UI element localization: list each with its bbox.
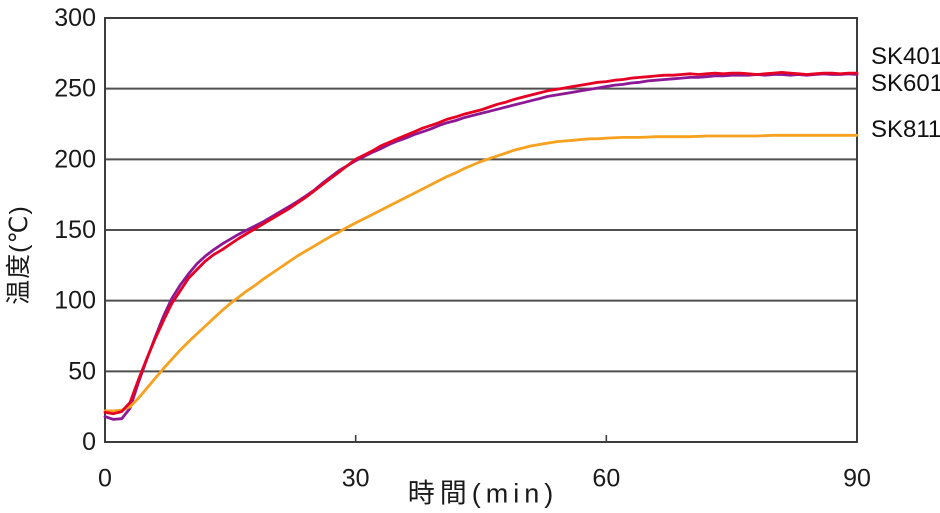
y-tick-label-100: 100 <box>54 287 96 315</box>
legend-label-sk401: SK401 <box>871 43 940 70</box>
legend-label-sk601: SK601 <box>871 70 940 97</box>
y-axis-title: 温度(℃) <box>5 205 33 305</box>
series-line-sk601 <box>103 72 859 421</box>
x-tick-label-0: 0 <box>98 465 112 493</box>
x-tick-label-30: 30 <box>342 465 370 493</box>
x-tick-label-60: 60 <box>592 465 620 493</box>
y-tick-label-300: 300 <box>54 4 96 32</box>
y-tick-label-50: 50 <box>68 357 96 385</box>
y-tick-label-200: 200 <box>54 145 96 173</box>
x-tick-label-90: 90 <box>843 465 871 493</box>
legend-label-sk811: SK811 <box>871 116 940 143</box>
plot-border <box>104 17 858 443</box>
series-line-sk401 <box>103 71 859 416</box>
y-tick-label-250: 250 <box>54 75 96 103</box>
x-axis-title: 時間(min) <box>407 478 559 509</box>
y-tick-label-150: 150 <box>54 216 96 244</box>
y-tick-label-0: 0 <box>82 428 96 456</box>
series-line-sk811 <box>103 133 859 413</box>
